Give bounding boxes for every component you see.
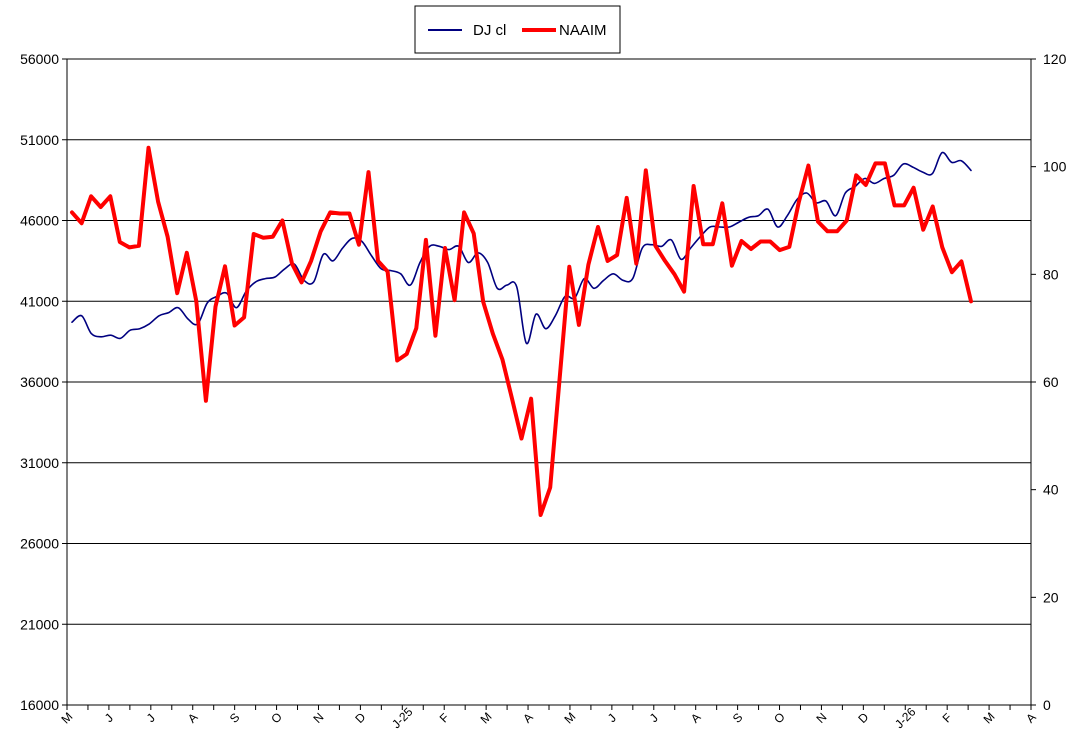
right-axis: 0 20 40 60 80 100 120 <box>1031 51 1067 713</box>
left-tick-label-6: 46000 <box>20 213 59 229</box>
legend: DJ cl NAAIM <box>414 5 621 54</box>
series-line-dj-cl <box>71 151 972 345</box>
legend-label-naaim: NAAIM <box>559 22 607 39</box>
left-tick-label-8: 56000 <box>20 51 59 67</box>
left-tick-label-0: 16000 <box>20 697 59 713</box>
left-tick-label-3: 31000 <box>20 455 59 471</box>
right-tick-label-0: 0 <box>1043 697 1051 713</box>
legend-label-dj: DJ cl <box>473 22 506 39</box>
right-tick-label-3: 60 <box>1043 374 1059 390</box>
left-tick-label-1: 21000 <box>20 616 59 632</box>
left-tick-label-7: 51000 <box>20 132 59 148</box>
right-tick-label-6: 120 <box>1043 51 1067 67</box>
left-tick-label-2: 26000 <box>20 536 59 552</box>
right-tick-label-1: 20 <box>1043 589 1059 605</box>
right-tick-label-5: 100 <box>1043 159 1067 175</box>
left-axis: 16000 21000 26000 31000 36000 41000 46000 51000… <box>20 51 67 713</box>
left-tick-label-4: 36000 <box>20 374 59 390</box>
series-layer <box>70 145 973 517</box>
left-tick-label-5: 41000 <box>20 293 59 309</box>
gridlines <box>67 139 1031 625</box>
series-line-naaim <box>70 145 973 517</box>
right-tick-label-2: 40 <box>1043 482 1059 498</box>
right-tick-label-4: 80 <box>1043 266 1059 282</box>
